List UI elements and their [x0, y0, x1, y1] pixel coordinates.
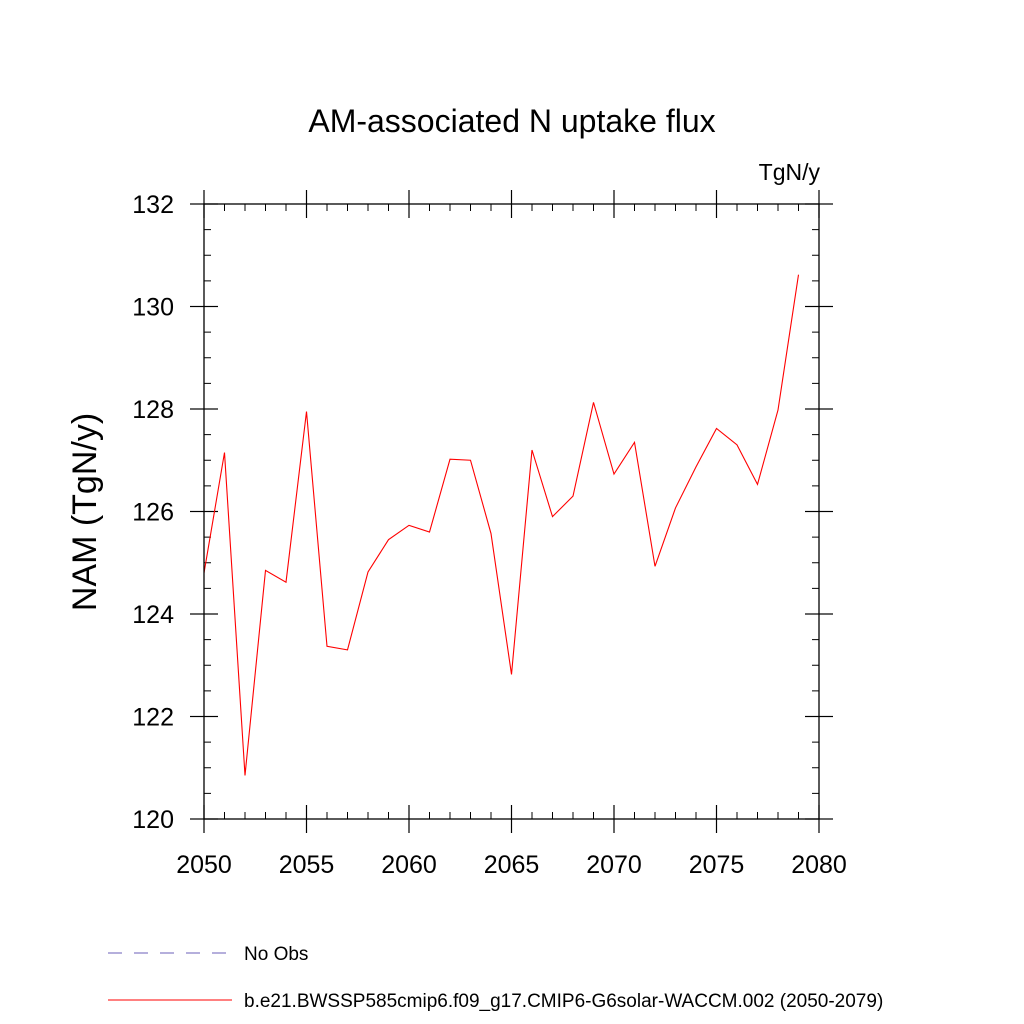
x-tick-label: 2070 — [586, 851, 642, 879]
y-axis-label: NAM (TgN/y) — [66, 413, 104, 611]
legend-label-model-run: b.e21.BWSSP585cmip6.f09_g17.CMIP6-G6sola… — [244, 991, 883, 1012]
series-line-0 — [203, 274, 800, 776]
y-tick-label: 122 — [132, 704, 174, 732]
x-tick-label: 2055 — [279, 851, 335, 879]
y-tick-label: 126 — [132, 499, 174, 527]
y-tick-label: 132 — [132, 191, 174, 219]
x-tick-label: 2060 — [381, 851, 437, 879]
plot-frame — [203, 203, 820, 820]
legend: No Obs b.e21.BWSSP585cmip6.f09_g17.CMIP6… — [108, 944, 883, 1012]
axis-tick-labels: 2050 2055 2060 2065 2070 2075 2080 120 122 124 126… — [132, 191, 847, 879]
y-tick-label: 120 — [132, 806, 174, 834]
x-tick-label: 2065 — [484, 851, 540, 879]
chart-title: AM-associated N uptake flux — [308, 103, 715, 139]
series-layer — [203, 274, 800, 776]
x-tick-label: 2050 — [176, 851, 232, 879]
x-tick-label: 2075 — [689, 851, 745, 879]
legend-label-no-obs: No Obs — [244, 944, 308, 965]
y-tick-label: 128 — [132, 396, 174, 424]
x-tick-label: 2080 — [791, 851, 847, 879]
units-label: TgN/y — [759, 159, 821, 185]
axis-ticks — [190, 190, 833, 833]
y-tick-label: 124 — [132, 601, 174, 629]
y-tick-label: 130 — [132, 294, 174, 322]
